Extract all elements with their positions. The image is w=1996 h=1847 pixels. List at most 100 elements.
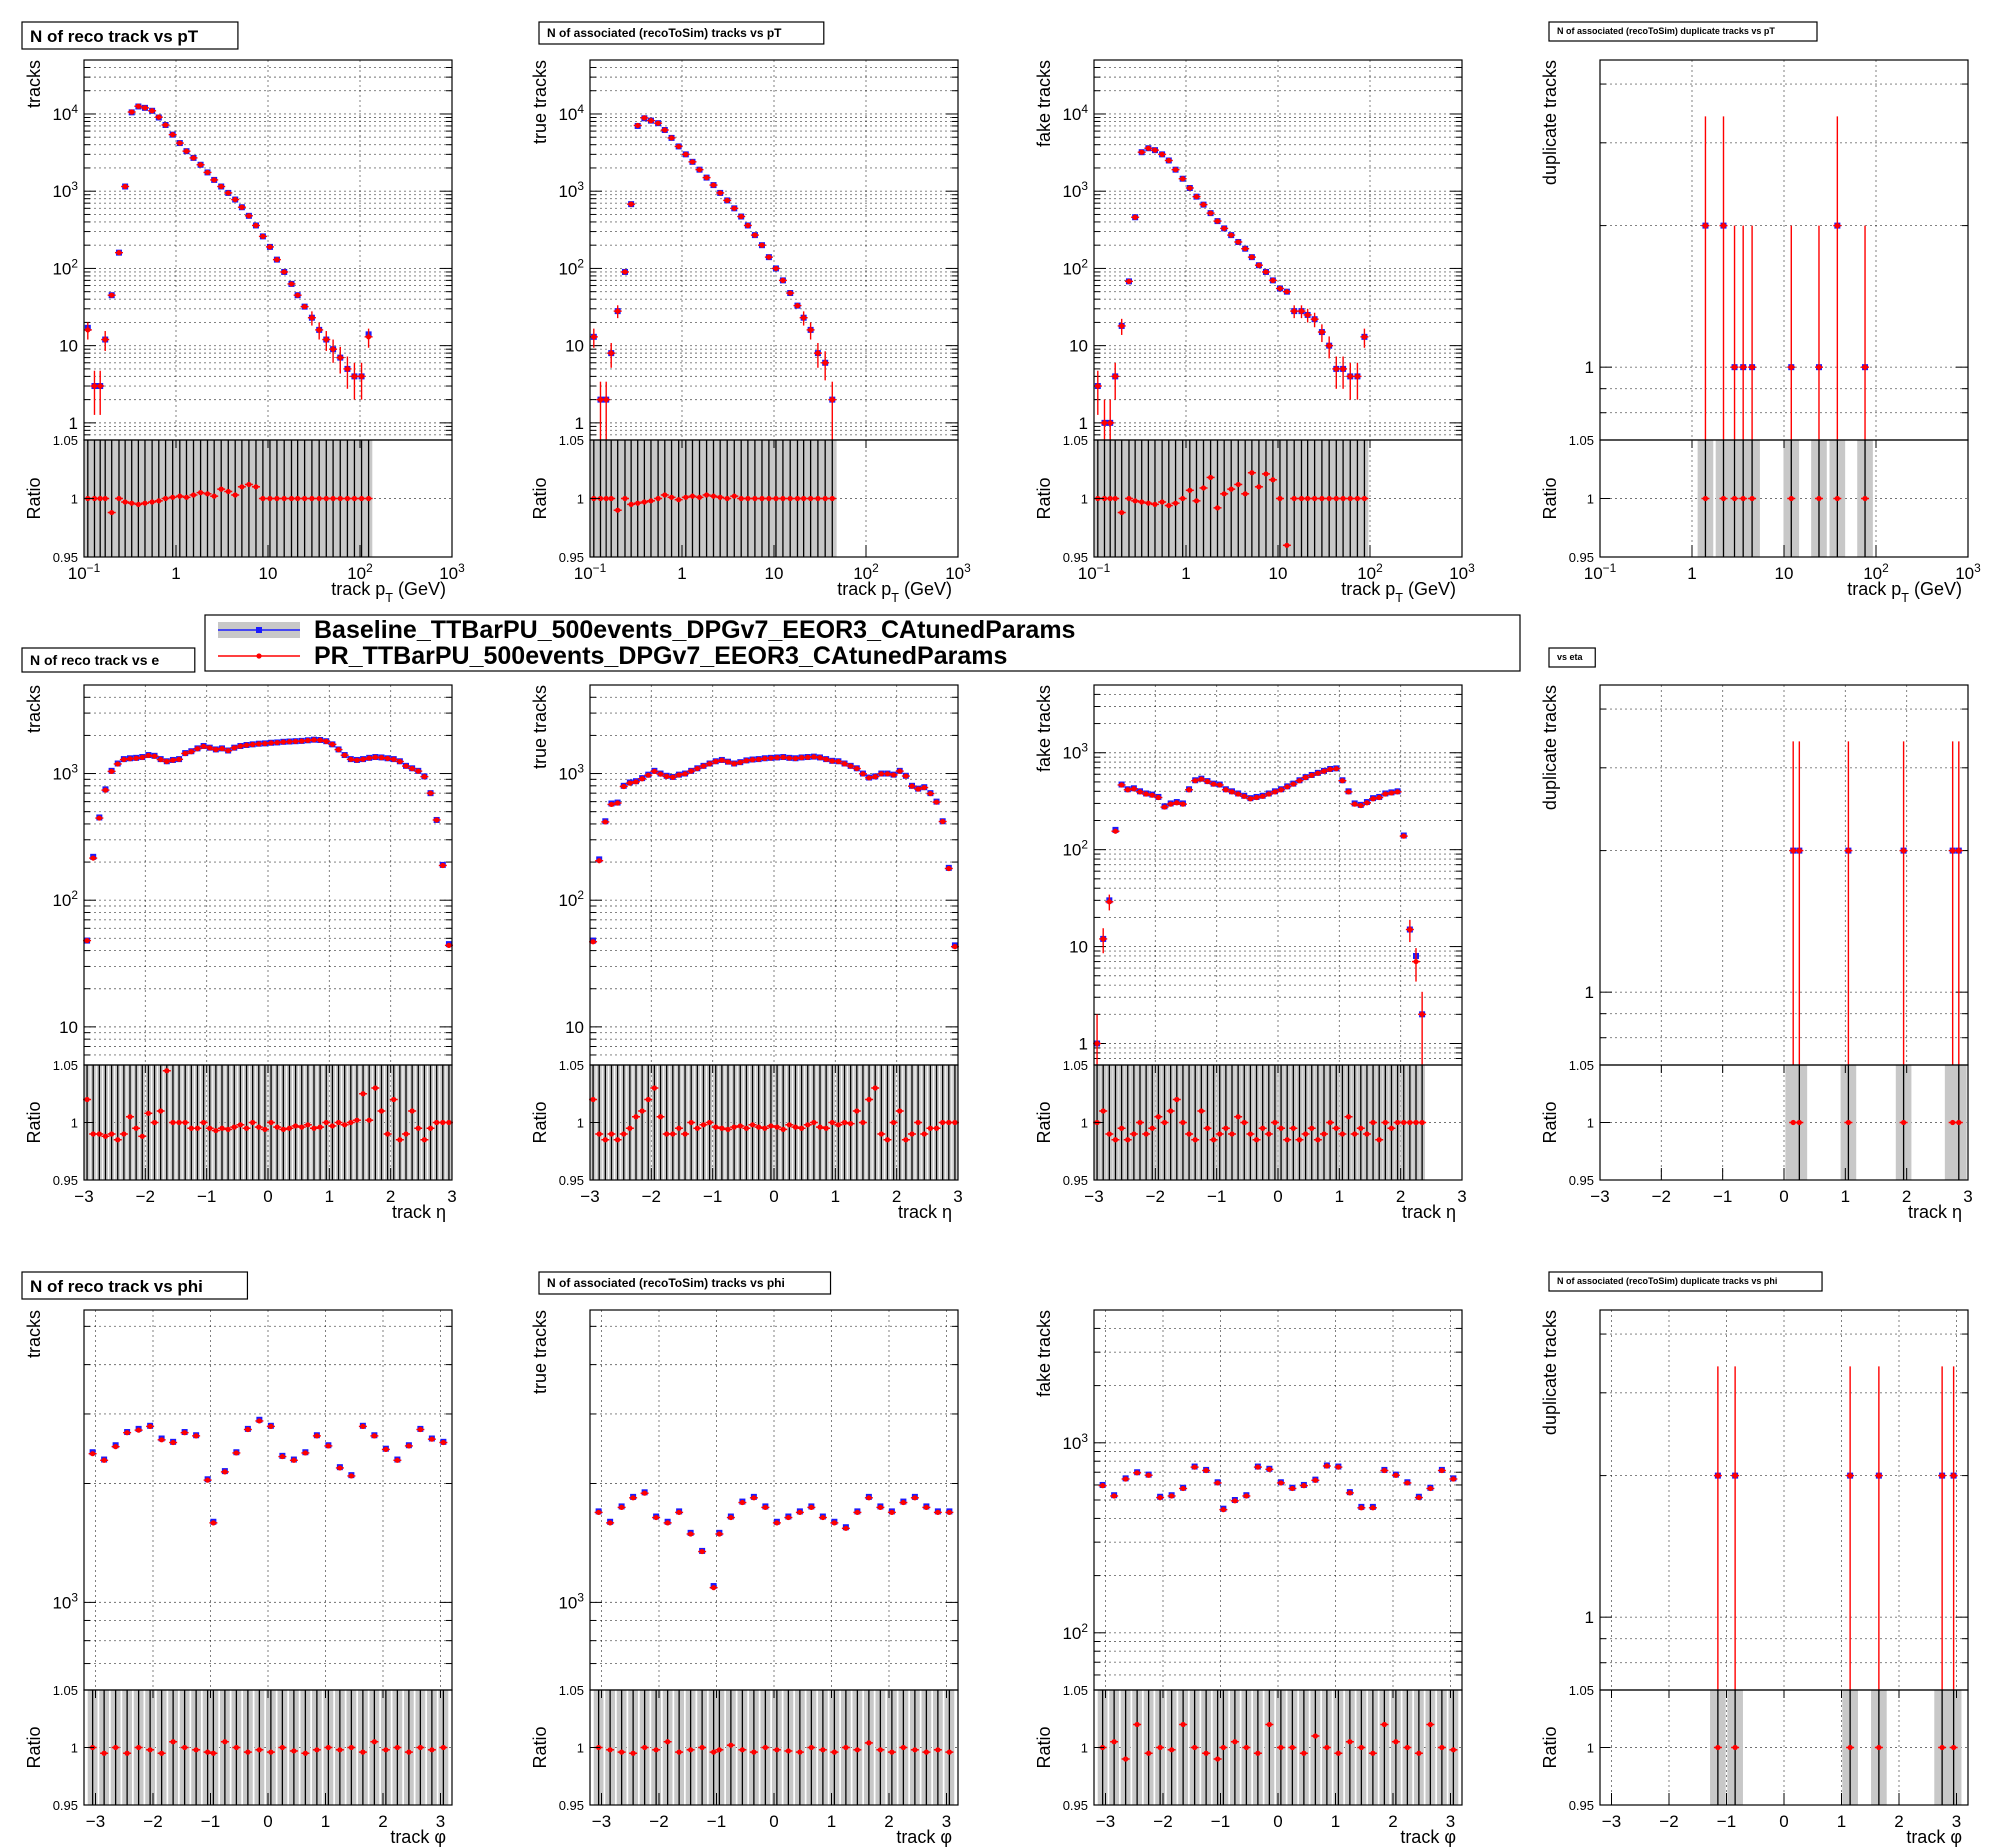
pr-point	[912, 1495, 918, 1501]
pr-point	[1749, 364, 1755, 370]
ratio-point	[1289, 1744, 1295, 1751]
ratio-point	[915, 1119, 921, 1126]
pr-point	[1834, 223, 1840, 229]
pr-point	[1228, 232, 1234, 238]
pr-point	[1100, 1483, 1106, 1489]
x-tick-label: 2	[386, 1187, 395, 1206]
ratio-tick-label: 1.05	[1063, 1683, 1088, 1698]
ratio-point	[615, 507, 621, 513]
ratio-point	[738, 495, 744, 502]
x-tick-label: −1	[1211, 1812, 1230, 1831]
ratio-point	[164, 1068, 170, 1074]
pr-point	[1235, 791, 1241, 797]
pr-point	[633, 779, 639, 785]
pr-point	[429, 1436, 435, 1442]
ratio-tick-label: 1.05	[1569, 433, 1594, 448]
pr-point	[1235, 239, 1241, 245]
pr-point	[811, 754, 817, 760]
ratio-point	[102, 1133, 109, 1139]
ratio-point	[109, 509, 115, 516]
ratio-point	[1174, 1096, 1180, 1103]
ratio-point	[417, 1744, 423, 1751]
x-tick-label: 3	[1963, 1187, 1972, 1206]
x-tick-label: 1	[1837, 1812, 1846, 1831]
ratio-point	[360, 1749, 366, 1755]
pr-point	[820, 1514, 826, 1521]
pr-point	[102, 787, 109, 793]
ratio-point	[751, 1749, 757, 1755]
ratio-point	[1333, 495, 1339, 502]
ratio-point	[1790, 1119, 1796, 1126]
y-axis-label: fake tracks	[1034, 60, 1054, 147]
ratio-point	[752, 495, 758, 502]
ratio-point	[688, 1747, 694, 1753]
ratio-point	[774, 1747, 780, 1753]
legend-entry-label: Baseline_TTBarPU_500events_DPGv7_EEOR3_C…	[314, 616, 1075, 644]
y-tick-label: 103	[558, 179, 584, 201]
y-tick-label: 103	[558, 762, 584, 784]
ratio-axis-label: Ratio	[24, 1101, 44, 1143]
y-tick-label: 102	[558, 256, 584, 278]
pr-point	[127, 756, 133, 762]
ratio-point	[193, 1747, 199, 1753]
pr-point	[1382, 791, 1388, 797]
x-tick-label: 10−1	[1078, 561, 1111, 583]
pr-point	[731, 761, 737, 767]
pr-point	[683, 151, 689, 157]
pr-point	[1241, 793, 1247, 799]
ratio-point	[1180, 1721, 1186, 1728]
ratio-point	[1732, 1744, 1738, 1751]
pr-point	[1180, 1485, 1186, 1492]
pr-point	[1388, 790, 1395, 796]
y-tick-label: 10	[1069, 938, 1088, 957]
pr-point	[243, 742, 250, 748]
x-tick-label: 3	[1446, 1812, 1455, 1831]
pr-point	[182, 1430, 188, 1436]
ratio-point	[1301, 1750, 1307, 1756]
ratio-point	[745, 495, 751, 502]
ratio-tick-label: 1	[71, 1116, 78, 1131]
pr-point	[662, 127, 668, 133]
pr-point	[225, 190, 231, 196]
pr-point	[211, 177, 217, 183]
pr-point	[1119, 323, 1125, 329]
ratio-point	[434, 1119, 440, 1126]
pr-point	[409, 765, 415, 772]
ratio-point	[299, 1124, 305, 1130]
plot-title: N of associated (recoToSim) tracks vs ph…	[547, 1276, 785, 1290]
ratio-point	[900, 1744, 906, 1751]
ratio-point	[1312, 1733, 1318, 1739]
ratio-point	[233, 1744, 239, 1751]
ratio-point	[1354, 495, 1361, 502]
pr-point	[201, 743, 207, 749]
ratio-point	[743, 1125, 750, 1131]
pr-point	[337, 1465, 343, 1471]
pr-point	[1450, 1476, 1456, 1482]
pr-point	[866, 1495, 872, 1501]
y-axis-label: fake tracks	[1034, 685, 1054, 772]
ratio-point	[90, 1131, 96, 1137]
pr-point	[694, 765, 700, 772]
ratio-point	[884, 1137, 891, 1143]
pr-point	[115, 761, 121, 767]
ratio-point	[1235, 481, 1241, 488]
ratio-point	[201, 1119, 207, 1126]
pr-point	[147, 1423, 153, 1430]
pr-point	[628, 201, 634, 207]
pr-point	[1143, 791, 1149, 797]
plot-panel-1-3: vs eta −3 −2 −1 0 1 2 3 1 0.95 1 1.05 duplicate trac…	[1540, 647, 1973, 1222]
pr-point	[1111, 1493, 1117, 1499]
pr-point	[805, 754, 811, 760]
pr-point	[889, 1509, 895, 1515]
ratio-point	[923, 1749, 929, 1755]
pr-point	[622, 269, 628, 275]
pr-point	[360, 1423, 366, 1430]
ratio-point	[1220, 1744, 1226, 1751]
plot-panel-2-0: N of reco track vs phi −3 −2 −1 0 1 2 3 103 0.95 1…	[21, 1271, 453, 1847]
ratio-point	[1100, 1108, 1106, 1114]
ratio-point	[1796, 1119, 1802, 1126]
ratio-point	[1198, 1108, 1204, 1114]
pr-point	[664, 773, 670, 779]
pr-point	[1347, 373, 1353, 379]
ratio-point	[848, 1121, 854, 1127]
